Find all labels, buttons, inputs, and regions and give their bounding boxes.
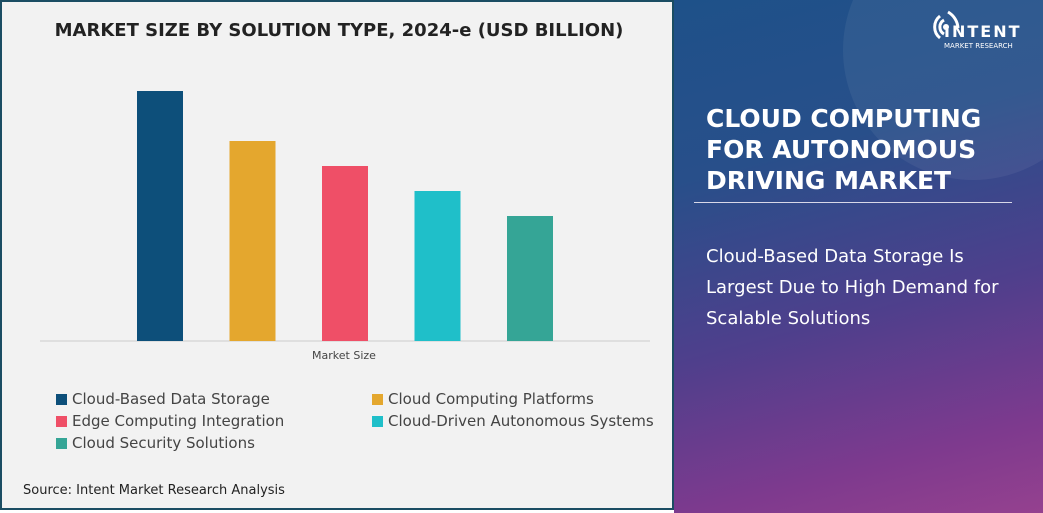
bar-cloud-computing-platforms — [229, 141, 276, 341]
legend-label: Cloud-Driven Autonomous Systems — [388, 412, 654, 430]
info-panel: INTENT MARKET RESEARCH CLOUD COMPUTING F… — [674, 0, 1043, 513]
legend-swatch — [56, 437, 67, 449]
divider — [694, 202, 1012, 203]
market-heading: CLOUD COMPUTING FOR AUTONOMOUS DRIVING M… — [706, 104, 982, 195]
logo-subtitle: MARKET RESEARCH — [944, 42, 1013, 50]
legend-item: Cloud-Driven Autonomous Systems — [372, 412, 654, 430]
legend-item: Cloud-Based Data Storage — [56, 390, 270, 408]
legend-swatch — [372, 415, 383, 427]
chart-panel: MARKET SIZE BY SOLUTION TYPE, 2024-e (US… — [0, 0, 674, 510]
market-description: Cloud-Based Data Storage Is Largest Due … — [706, 246, 999, 329]
chart-title: MARKET SIZE BY SOLUTION TYPE, 2024-e (US… — [54, 20, 624, 41]
legend-label: Cloud Security Solutions — [72, 434, 255, 452]
legend-swatch — [56, 415, 67, 427]
legend-label: Cloud-Based Data Storage — [72, 390, 270, 408]
bar-edge-computing-integration — [322, 166, 368, 341]
bar-cloud-driven-autonomous-systems — [414, 191, 461, 341]
intent-logo: INTENT MARKET RESEARCH — [930, 8, 1020, 50]
bar-cloud-based-data-storage — [137, 91, 183, 341]
signal-icon — [933, 10, 960, 40]
legend-item: Cloud Security Solutions — [56, 434, 255, 452]
legend-item: Edge Computing Integration — [56, 412, 284, 430]
bar-chart — [40, 91, 650, 342]
legend-item: Cloud Computing Platforms — [372, 390, 594, 408]
logo-brand: INTENT — [944, 22, 1022, 41]
legend-swatch — [56, 393, 67, 405]
x-axis-label: Market Size — [312, 349, 376, 362]
legend-label: Edge Computing Integration — [72, 412, 285, 430]
source-note: Source: Intent Market Research Analysis — [23, 483, 285, 498]
legend-label: Cloud Computing Platforms — [388, 390, 594, 408]
legend-swatch — [372, 393, 383, 405]
bar-cloud-security-solutions — [507, 216, 553, 341]
